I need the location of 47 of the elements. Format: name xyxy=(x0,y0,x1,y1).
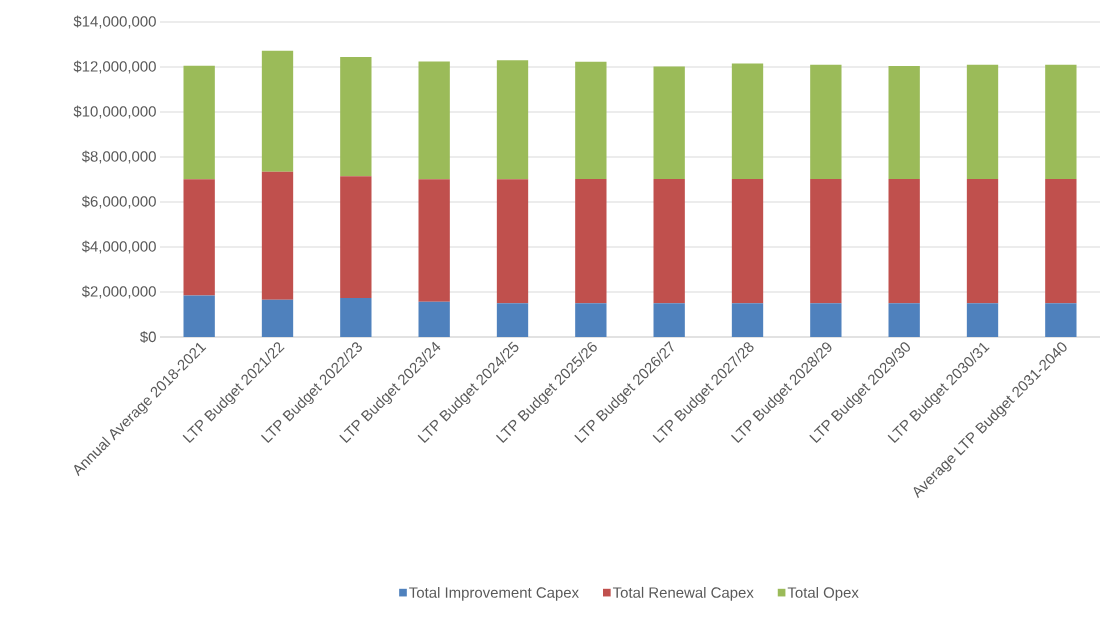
bar xyxy=(810,64,842,180)
bar xyxy=(496,60,529,180)
bar xyxy=(340,298,372,337)
y-tick-label: $6,000,000 xyxy=(81,195,156,209)
bar xyxy=(1045,179,1077,304)
bar xyxy=(810,179,842,304)
bar xyxy=(418,61,450,180)
bar xyxy=(496,179,529,304)
legend-label: Total Renewal Capex xyxy=(612,586,754,601)
bar xyxy=(261,299,294,337)
bar xyxy=(1045,64,1077,180)
y-tick-label: $0 xyxy=(140,330,156,344)
bar xyxy=(496,303,529,337)
bar xyxy=(653,303,685,337)
bar xyxy=(340,176,372,299)
y-tick-label: $14,000,000 xyxy=(73,15,156,29)
bar xyxy=(653,179,685,304)
bar xyxy=(810,303,842,337)
bar xyxy=(418,301,450,337)
bar xyxy=(261,171,294,300)
bar xyxy=(888,65,920,180)
y-tick-label: $12,000,000 xyxy=(73,60,156,74)
bar xyxy=(653,66,685,180)
bar xyxy=(731,63,764,180)
bar xyxy=(966,64,999,180)
bar xyxy=(731,179,764,304)
bar xyxy=(183,179,215,296)
bar xyxy=(575,303,607,337)
y-tick-label: $4,000,000 xyxy=(81,240,156,254)
bar xyxy=(340,57,372,177)
y-tick-label: $10,000,000 xyxy=(73,105,156,119)
bar xyxy=(261,50,294,172)
bar xyxy=(575,179,607,304)
bar xyxy=(888,179,920,304)
bar xyxy=(183,295,215,337)
bar xyxy=(966,303,999,337)
bar xyxy=(731,303,764,337)
bar xyxy=(183,65,215,180)
legend-label: Total Improvement Capex xyxy=(409,586,579,601)
y-tick-label: $2,000,000 xyxy=(81,285,156,299)
legend-label: Total Opex xyxy=(787,586,859,601)
bar xyxy=(418,179,450,302)
bar xyxy=(966,179,999,304)
y-tick-label: $8,000,000 xyxy=(81,150,156,164)
bar xyxy=(1045,303,1077,337)
bar xyxy=(888,303,920,337)
bar xyxy=(575,61,607,180)
